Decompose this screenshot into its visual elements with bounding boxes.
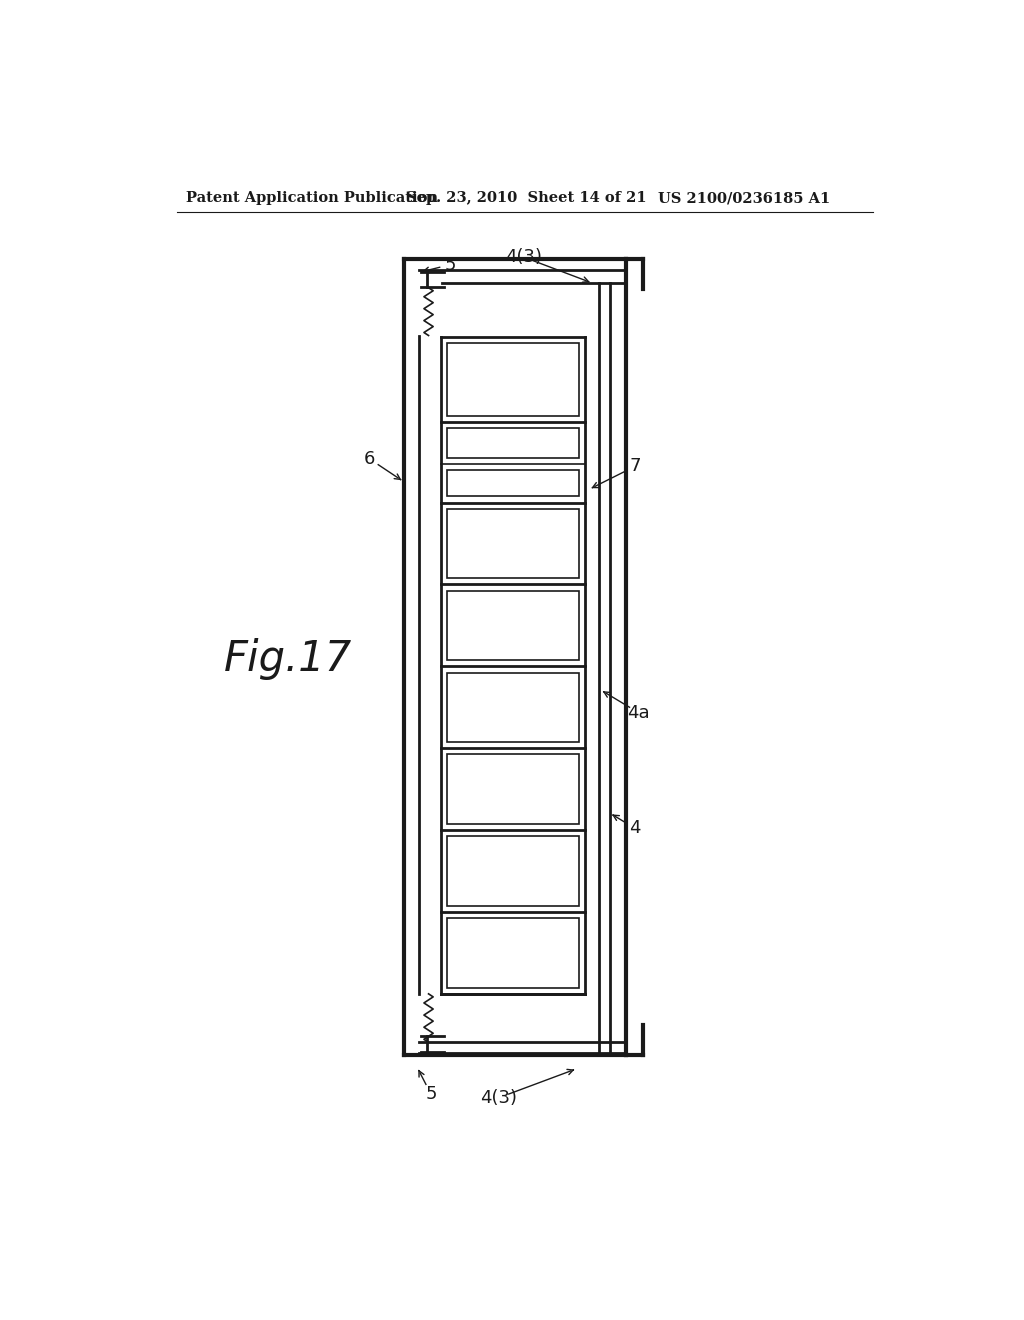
- Text: 7: 7: [629, 458, 641, 475]
- Text: 4(3): 4(3): [480, 1089, 517, 1106]
- Text: 5: 5: [425, 1085, 436, 1104]
- Bar: [447, 672, 579, 742]
- Bar: [447, 755, 579, 824]
- Text: 4(3): 4(3): [505, 248, 542, 265]
- Text: 4: 4: [629, 820, 641, 837]
- Bar: [447, 428, 579, 458]
- Text: Patent Application Publication: Patent Application Publication: [186, 191, 438, 206]
- Bar: [447, 837, 579, 906]
- Bar: [447, 343, 579, 416]
- Bar: [447, 508, 579, 578]
- Bar: [447, 470, 579, 496]
- Bar: [447, 590, 579, 660]
- Text: 6: 6: [364, 450, 375, 467]
- Text: Fig.17: Fig.17: [224, 638, 352, 680]
- Text: 5: 5: [444, 256, 456, 273]
- Text: Sep. 23, 2010  Sheet 14 of 21: Sep. 23, 2010 Sheet 14 of 21: [407, 191, 647, 206]
- Text: 4a: 4a: [628, 704, 650, 722]
- Bar: [447, 919, 579, 987]
- Text: US 2100/0236185 A1: US 2100/0236185 A1: [658, 191, 830, 206]
